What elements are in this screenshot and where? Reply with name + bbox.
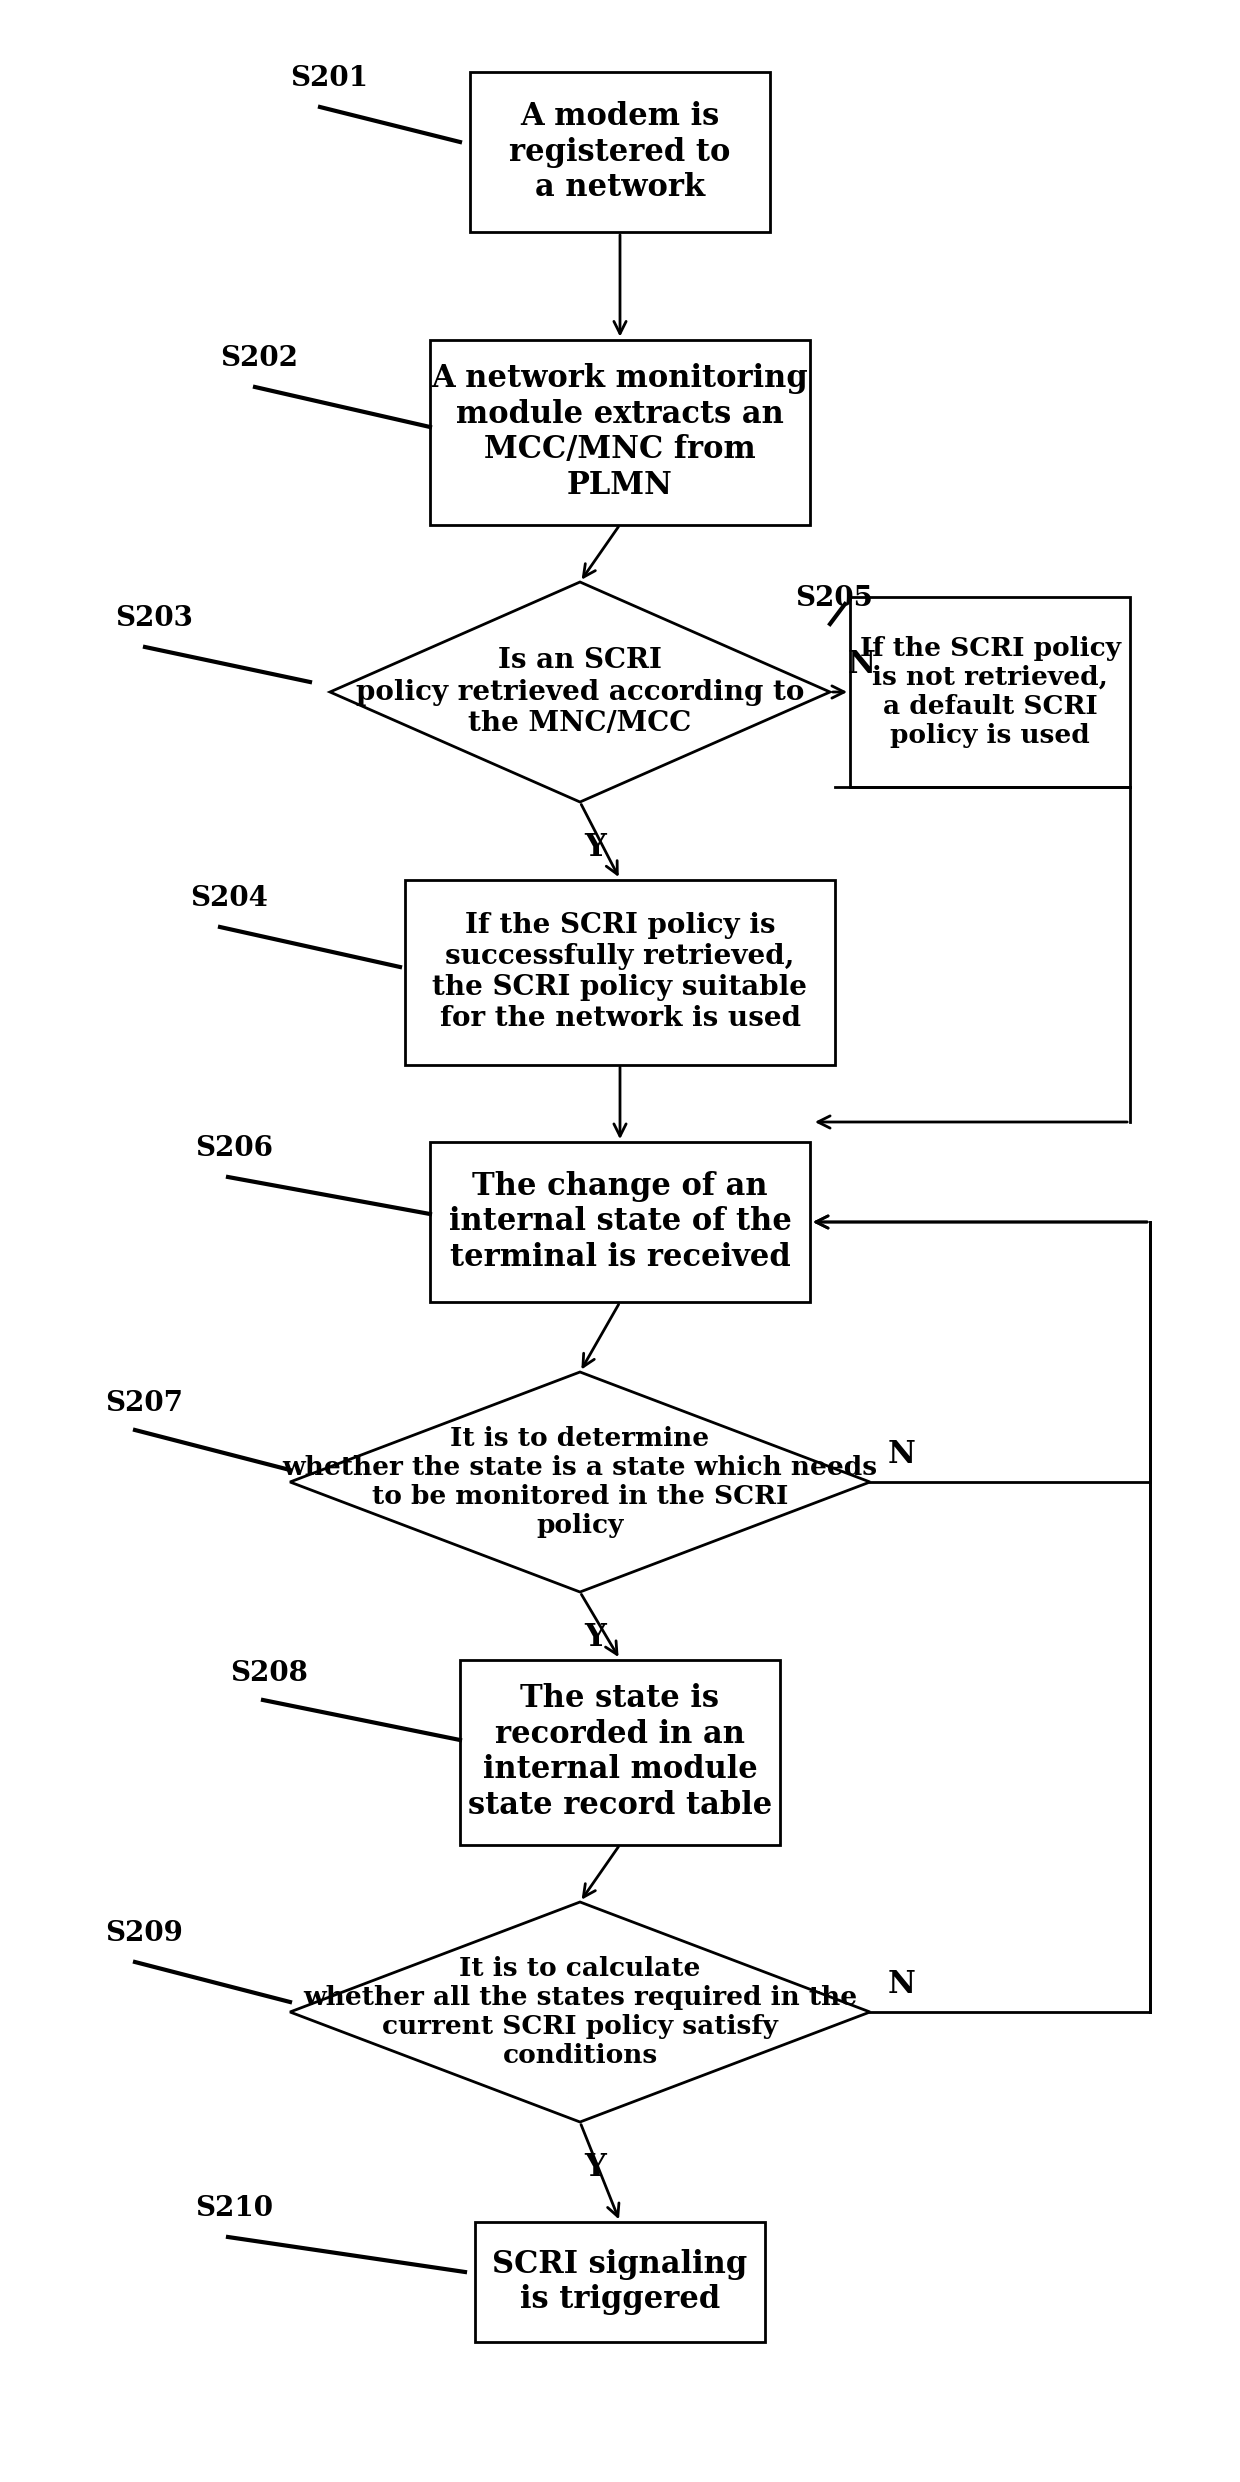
- Text: S208: S208: [229, 1660, 308, 1688]
- Text: N: N: [888, 1968, 916, 2000]
- Polygon shape: [330, 581, 830, 802]
- Text: It is to calculate
whether all the states required in the
current SCRI policy sa: It is to calculate whether all the state…: [303, 1956, 857, 2068]
- Text: A network monitoring
module extracts an
MCC/MNC from
PLMN: A network monitoring module extracts an …: [432, 362, 808, 501]
- Text: S209: S209: [105, 1921, 182, 1946]
- FancyBboxPatch shape: [849, 598, 1130, 787]
- Text: Y: Y: [584, 2152, 606, 2184]
- Text: SCRI signaling
is triggered: SCRI signaling is triggered: [492, 2249, 748, 2316]
- FancyBboxPatch shape: [405, 879, 835, 1065]
- Text: S210: S210: [195, 2194, 273, 2221]
- FancyBboxPatch shape: [430, 1142, 810, 1303]
- Polygon shape: [290, 1901, 870, 2122]
- Text: S202: S202: [219, 345, 298, 372]
- FancyBboxPatch shape: [475, 2221, 765, 2343]
- Text: S203: S203: [115, 606, 193, 633]
- Polygon shape: [290, 1373, 870, 1591]
- Text: Is an SCRI
policy retrieved according to
the MNC/MCC: Is an SCRI policy retrieved according to…: [356, 648, 805, 737]
- FancyBboxPatch shape: [430, 340, 810, 524]
- FancyBboxPatch shape: [470, 72, 770, 231]
- Text: It is to determine
whether the state is a state which needs
to be monitored in t: It is to determine whether the state is …: [283, 1427, 878, 1539]
- Text: If the SCRI policy
is not retrieved,
a default SCRI
policy is used: If the SCRI policy is not retrieved, a d…: [859, 635, 1121, 747]
- Text: Y: Y: [584, 831, 606, 864]
- Text: The state is
recorded in an
internal module
state record table: The state is recorded in an internal mod…: [467, 1683, 773, 1822]
- Text: S201: S201: [290, 65, 368, 92]
- Text: S207: S207: [105, 1390, 184, 1417]
- Text: The change of an
internal state of the
terminal is received: The change of an internal state of the t…: [449, 1172, 791, 1273]
- FancyBboxPatch shape: [460, 1660, 780, 1844]
- Text: If the SCRI policy is
successfully retrieved,
the SCRI policy suitable
for the n: If the SCRI policy is successfully retri…: [433, 911, 807, 1033]
- Text: N: N: [848, 648, 875, 680]
- Text: Y: Y: [584, 1623, 606, 1653]
- Text: S205: S205: [795, 586, 873, 613]
- Text: N: N: [888, 1440, 916, 1469]
- Text: A modem is
registered to
a network: A modem is registered to a network: [510, 102, 730, 204]
- Text: S206: S206: [195, 1134, 273, 1162]
- Text: S204: S204: [190, 886, 268, 911]
